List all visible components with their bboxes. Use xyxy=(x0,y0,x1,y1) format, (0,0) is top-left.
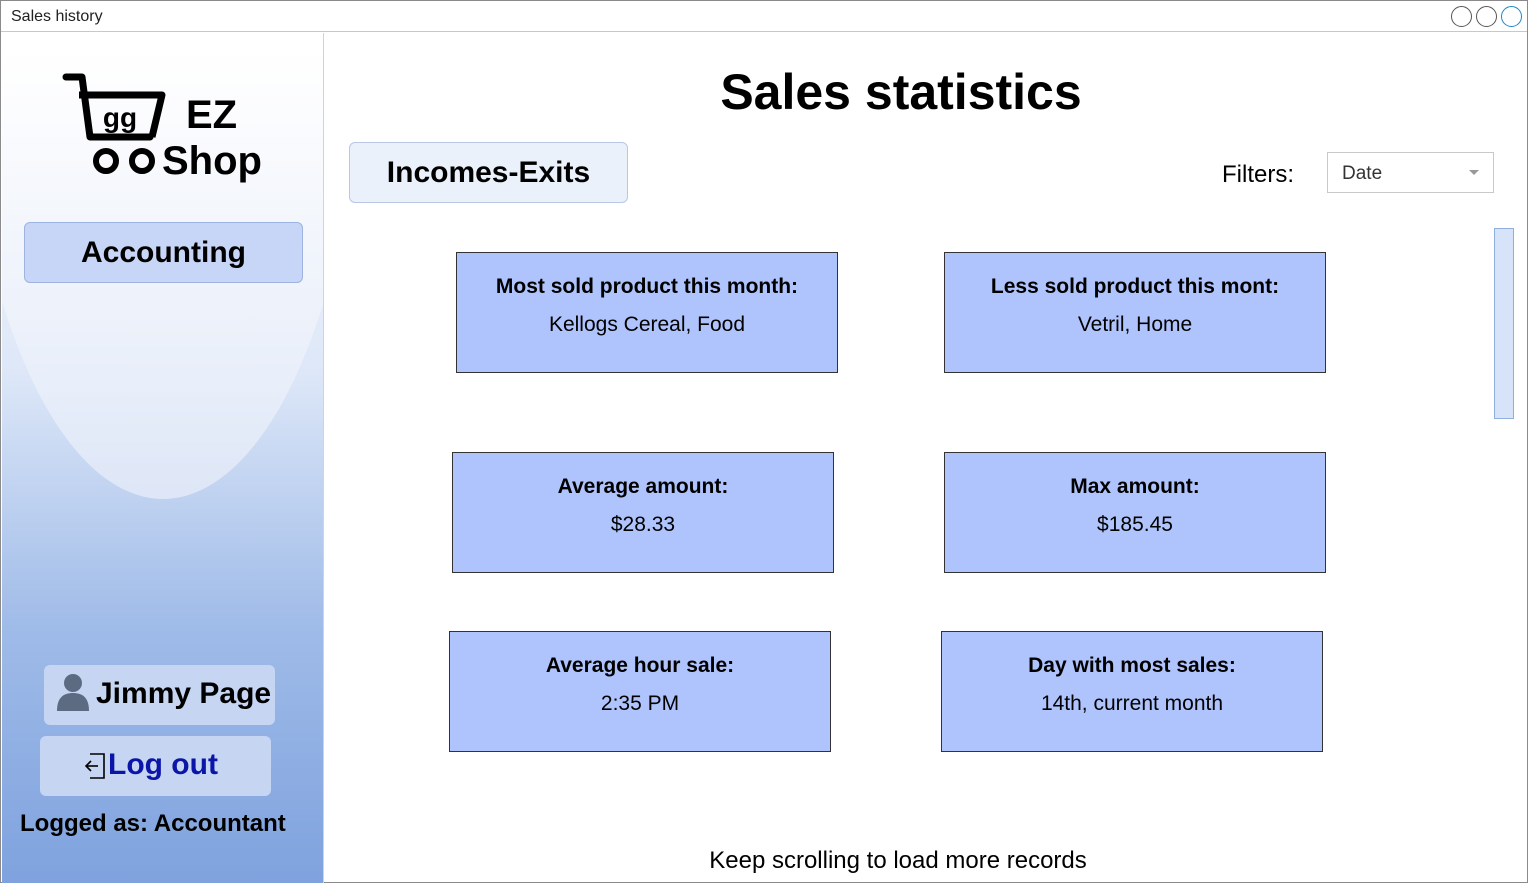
window-title: Sales history xyxy=(11,8,103,25)
stat-card-average-amount: Average amount: $28.33 xyxy=(452,452,834,573)
shopping-cart-icon: gg xyxy=(62,73,166,174)
user-icon xyxy=(57,674,89,711)
stat-card-value: Vetril, Home xyxy=(1077,313,1193,336)
logout-icon xyxy=(84,753,105,779)
minimize-button[interactable] xyxy=(1451,6,1472,27)
stat-card-title: Max amount: xyxy=(1070,475,1200,498)
filter-selected-value: Date xyxy=(1342,163,1383,184)
stat-card-title: Average amount: xyxy=(557,475,729,498)
stat-card-most-sold: Most sold product this month: Kellogs Ce… xyxy=(456,252,838,373)
logo-text-shop: Shop xyxy=(162,139,262,183)
close-button[interactable] xyxy=(1501,6,1522,27)
stat-card-title: Day with most sales: xyxy=(1028,654,1236,677)
filter-dropdown[interactable]: Date xyxy=(1327,152,1494,193)
load-more-hint: Keep scrolling to load more records xyxy=(709,847,1087,874)
page-title: Sales statistics xyxy=(720,64,1082,120)
accounting-button[interactable]: Accounting xyxy=(24,222,303,283)
stat-card-title: Most sold product this month: xyxy=(495,275,799,298)
stat-card-max-amount: Max amount: $185.45 xyxy=(944,452,1326,573)
maximize-button[interactable] xyxy=(1476,6,1497,27)
svg-text:gg: gg xyxy=(103,102,137,133)
stat-card-less-sold: Less sold product this mont: Vetril, Hom… xyxy=(944,252,1326,373)
stat-card-average-hour: Average hour sale: 2:35 PM xyxy=(449,631,831,752)
logged-as-label: Logged as: Accountant xyxy=(20,810,286,837)
chevron-down-icon xyxy=(1469,170,1479,175)
logout-label: Log out xyxy=(108,748,218,781)
filters-label: Filters: xyxy=(1222,161,1294,188)
stat-card-value: Kellogs Cereal, Food xyxy=(548,313,746,336)
stat-card-value: 2:35 PM xyxy=(600,692,680,715)
stat-card-value: $185.45 xyxy=(1097,513,1173,536)
logo-text-ez: EZ xyxy=(186,93,238,137)
sidebar: gg EZ Shop Accounting Jimmy Page Log out xyxy=(2,33,324,883)
scrollbar[interactable] xyxy=(1494,228,1514,419)
logout-button[interactable]: Log out xyxy=(40,736,271,796)
ez-shop-logo: gg EZ Shop xyxy=(62,73,282,193)
title-bar: Sales history xyxy=(1,1,1527,32)
user-name: Jimmy Page xyxy=(96,677,272,710)
stat-card-value: 14th, current month xyxy=(1040,692,1224,715)
user-profile-button[interactable]: Jimmy Page xyxy=(44,665,275,725)
stat-card-title: Less sold product this mont: xyxy=(990,275,1280,298)
stat-card-value: $28.33 xyxy=(610,513,676,536)
stat-card-title: Average hour sale: xyxy=(545,654,735,677)
stat-card-best-day: Day with most sales: 14th, current month xyxy=(941,631,1323,752)
incomes-exits-button[interactable]: Incomes-Exits xyxy=(349,142,628,203)
